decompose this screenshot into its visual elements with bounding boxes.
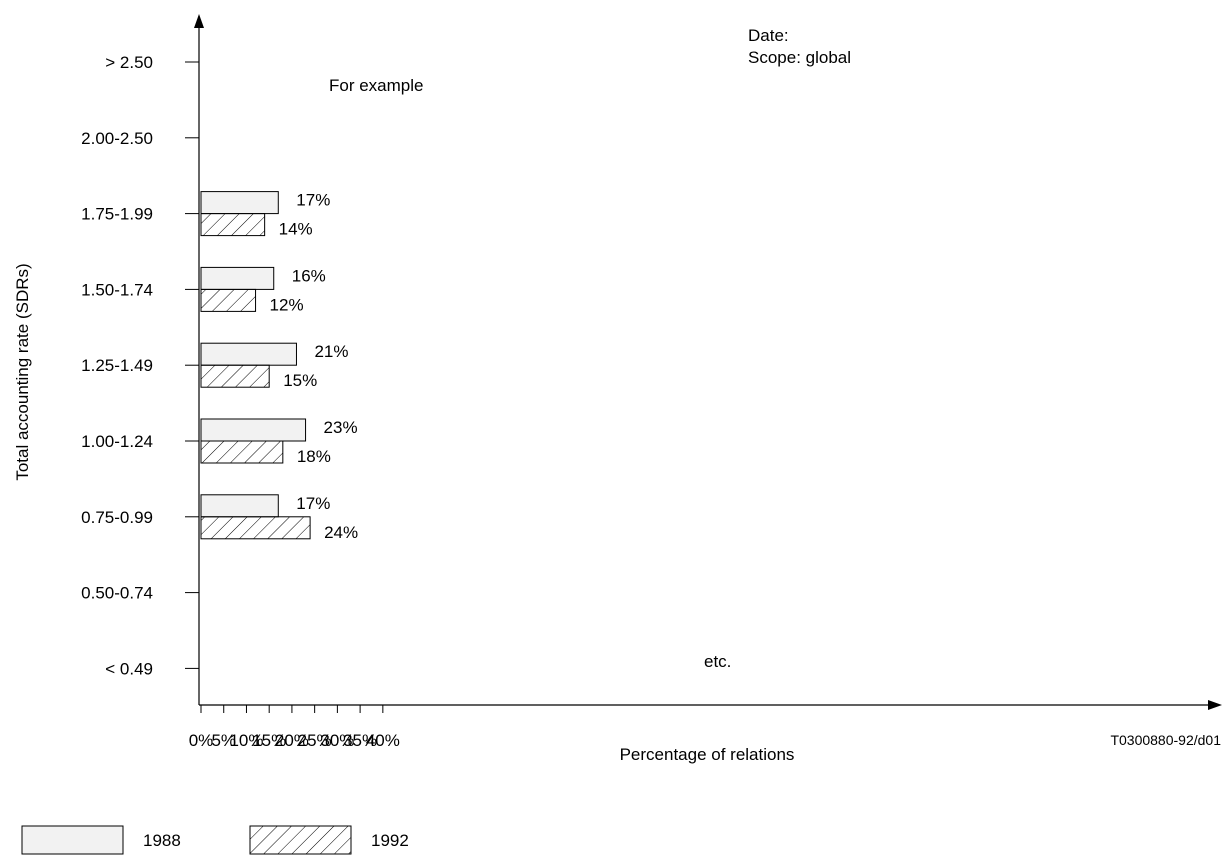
bar-1992 [200, 516, 311, 540]
figure-id: T0300880-92/d01 [1110, 732, 1221, 748]
x-tick-label: 0% [189, 731, 214, 750]
x-tick-label: 35% [343, 731, 377, 750]
bar-1992 [200, 288, 257, 312]
axes [185, 14, 1222, 713]
y-tick-label: 0.75-0.99 [81, 508, 153, 527]
annotation-for-example: For example [329, 76, 423, 95]
bar-1992 [200, 364, 270, 388]
data-label-1992: 12% [270, 295, 304, 314]
x-axis-title: Percentage of relations [620, 745, 795, 764]
data-label-1992: 24% [324, 523, 358, 542]
y-tick-label: 1.25-1.49 [81, 356, 153, 375]
data-label-1988: 23% [324, 418, 358, 437]
x-tick-label: 25% [298, 731, 332, 750]
bar-1988 [200, 266, 275, 290]
data-label-1988: 16% [292, 266, 326, 285]
x-tick-label: 40% [366, 731, 400, 750]
bar-1992 [200, 213, 266, 237]
y-tick-label: 2.00-2.50 [81, 129, 153, 148]
y-tick-label: 0.50-0.74 [81, 584, 153, 603]
y-tick-label: 1.00-1.24 [81, 432, 153, 451]
annotation-etc: etc. [704, 652, 731, 671]
bar-1988 [200, 191, 279, 215]
data-label-1988: 17% [296, 191, 330, 210]
x-tick-label: 10% [229, 731, 263, 750]
annotation-scope: Scope: global [748, 48, 851, 67]
legend: 1988 1992 [21, 825, 409, 855]
y-tick-label: < 0.49 [105, 659, 153, 678]
x-axis-arrow [1208, 700, 1222, 710]
y-axis-arrow [194, 14, 204, 28]
data-label-1988: 17% [296, 494, 330, 513]
x-tick-label: 15% [252, 731, 286, 750]
bars [200, 191, 311, 540]
x-tick-label: 5% [211, 731, 236, 750]
bar-1988 [200, 494, 279, 518]
annotation-date: Date: [748, 26, 789, 45]
y-axis-title: Total accounting rate (SDRs) [13, 263, 32, 480]
x-tick-label: 20% [275, 731, 309, 750]
data-label-1988: 21% [314, 342, 348, 361]
legend-swatch-1992 [249, 825, 352, 855]
legend-swatch-1988 [21, 825, 124, 855]
data-label-1992: 14% [279, 220, 313, 239]
legend-label-1992: 1992 [371, 831, 409, 850]
bar-1988 [200, 342, 297, 366]
data-label-1992: 15% [283, 371, 317, 390]
bar-1992 [200, 440, 284, 464]
x-tick-label: 30% [320, 731, 354, 750]
data-label-1992: 18% [297, 447, 331, 466]
y-tick-label: 1.75-1.99 [81, 205, 153, 224]
y-tick-label: 1.50-1.74 [81, 280, 153, 299]
y-tick-label: > 2.50 [105, 53, 153, 72]
bar-1988 [200, 418, 307, 442]
legend-label-1988: 1988 [143, 831, 181, 850]
labels: > 2.50 2.00-2.50 1.75-1.99 1.50-1.74 1.25-1.… [81, 53, 400, 750]
